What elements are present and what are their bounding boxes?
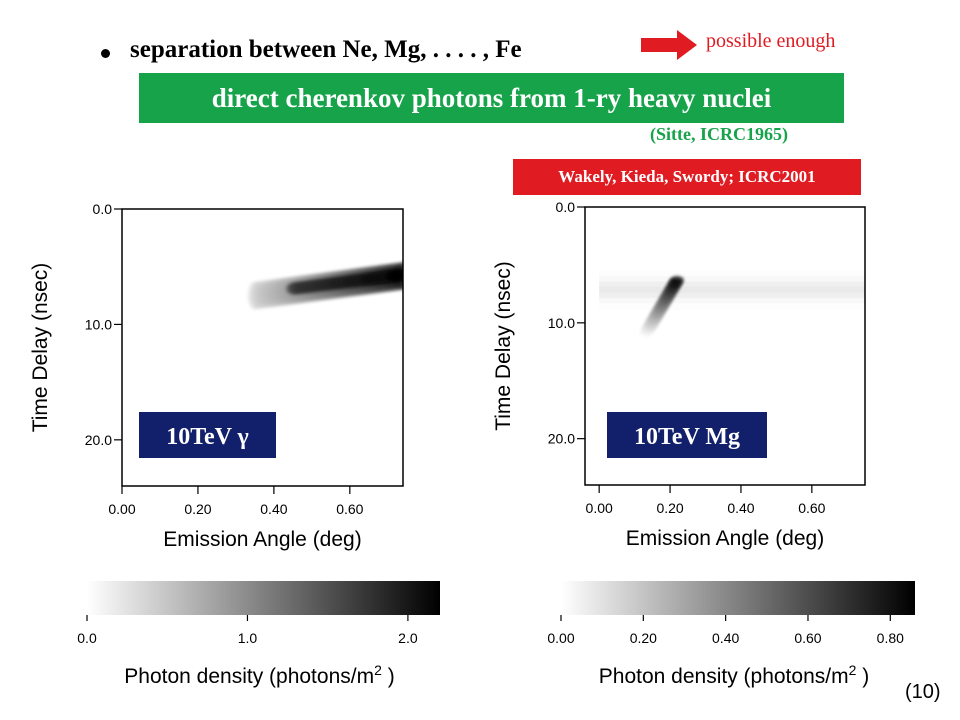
colorbar-tick-label: 0.60 — [794, 630, 821, 646]
colorbar-label: Photon density (photons/m2 ) — [599, 662, 869, 688]
x-axis-label: Emission Angle (deg) — [626, 527, 824, 550]
y-axis-label: Time Delay (nsec) — [492, 261, 515, 431]
panel-label-box — [139, 412, 276, 458]
panel-label: 10TeV γ — [166, 424, 249, 450]
green-citation: (Sitte, ICRC1965) — [650, 124, 788, 144]
colorbar-mg: 0.00 0.20 0.40 0.60 0.80 Photon density (phot… — [547, 581, 915, 688]
background-band-strip — [599, 276, 865, 284]
colorbar-tick-label: 0.40 — [712, 630, 739, 646]
y-tick-label: 20.0 — [85, 432, 112, 448]
x-tick-label: 0.40 — [260, 501, 287, 517]
density-mark — [396, 269, 403, 281]
colorbar-label: Photon density (photons/m2 ) — [124, 662, 394, 688]
red-banner: Wakely, Kieda, Swordy; ICRC2001 — [513, 159, 861, 195]
colorbar-tick-label: 0.0 — [77, 630, 97, 646]
page-number: (10) — [905, 681, 941, 703]
background-band-strip — [599, 270, 865, 278]
x-tick-label: 0.00 — [586, 500, 613, 516]
y-tick-label: 0.0 — [93, 201, 113, 217]
background-band-strip — [599, 303, 865, 311]
y-tick-label: 10.0 — [548, 315, 575, 331]
x-tick-label: 0.60 — [336, 501, 363, 517]
plot-frame — [584, 206, 866, 486]
plot-content — [248, 262, 403, 310]
x-axis-label: Emission Angle (deg) — [163, 528, 361, 551]
background-band-strip — [599, 286, 865, 294]
colorbar-gradient — [87, 581, 440, 615]
colorbar-tick-label: 1.0 — [238, 630, 258, 646]
panel-label: 10TeV Mg — [634, 424, 740, 450]
density-mark — [670, 275, 684, 285]
arrow-caption: possible enough — [706, 30, 836, 52]
right-arrow-icon — [641, 30, 697, 60]
x-tick-label: 0.00 — [108, 501, 135, 517]
x-tick-label: 0.60 — [798, 500, 825, 516]
x-tick-label: 0.40 — [727, 500, 754, 516]
colorbar-tick-label: 0.20 — [630, 630, 657, 646]
heatmap-panel-gamma: 0.00 0.20 0.40 0.60 0.0 10.0 20.0 Emission Angl… — [29, 201, 404, 551]
plot-content — [599, 270, 865, 339]
x-tick-label: 0.20 — [656, 500, 683, 516]
green-banner: direct cherenkov photons from 1-ry heavy… — [139, 73, 844, 123]
colorbar-tick-label: 0.00 — [547, 630, 574, 646]
background-band-strip — [599, 281, 865, 289]
y-tick-label: 0.0 — [556, 199, 576, 215]
background-band-strip — [599, 292, 865, 300]
y-tick-label: 10.0 — [85, 316, 112, 332]
panel-label-box — [607, 412, 767, 458]
background-band-strip — [599, 297, 865, 305]
heatmap-panel-mg: 0.00 0.20 0.40 0.60 0.0 10.0 20.0 Emission Angl… — [492, 199, 866, 550]
plot-frame — [121, 208, 404, 487]
colorbar-tick-label: 0.80 — [877, 630, 904, 646]
x-tick-label: 0.20 — [184, 501, 211, 517]
bullet-dot — [101, 49, 110, 58]
colorbar-tick-label: 2.0 — [398, 630, 418, 646]
y-axis-label: Time Delay (nsec) — [29, 263, 52, 433]
bullet-text: separation between Ne, Mg, . . . . , Fe — [130, 36, 522, 63]
colorbar-gradient — [561, 581, 915, 615]
y-tick-label: 20.0 — [548, 431, 575, 447]
